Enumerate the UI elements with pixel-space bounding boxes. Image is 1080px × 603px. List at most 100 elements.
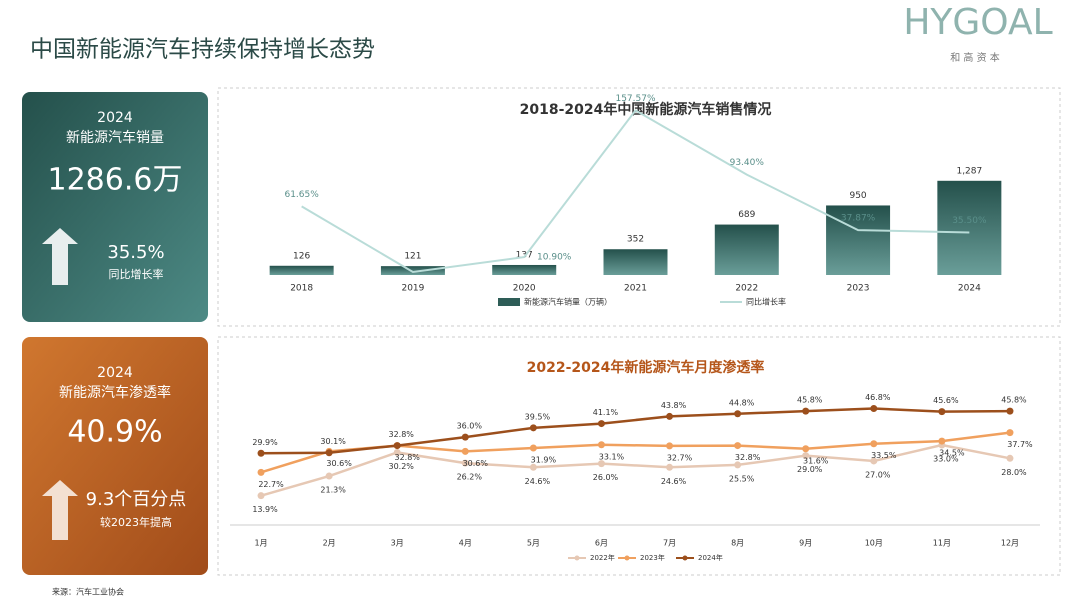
data-label: 37.7% [1007, 440, 1033, 449]
source: 来源：汽车工业协会 [52, 587, 124, 597]
data-label: 32.8% [388, 430, 414, 439]
x-tick-label: 3月 [391, 539, 404, 548]
x-tick-label: 10月 [865, 539, 883, 548]
data-label: 45.6% [933, 396, 959, 405]
card-delta-label: 同比增长率 [109, 267, 164, 281]
data-label: 31.9% [531, 455, 557, 464]
data-label: 44.8% [729, 398, 755, 407]
data-label: 25.5% [729, 474, 755, 483]
data-label: 29.9% [252, 438, 278, 447]
legend-swatch [624, 555, 630, 561]
data-label: 26.2% [457, 473, 483, 482]
card-delta: 35.5% [107, 242, 164, 263]
data-label: 33.5% [871, 451, 897, 460]
chart-title: 2022-2024年新能源汽车月度渗透率 [527, 359, 765, 376]
legend-label: 2023年 [640, 553, 665, 562]
data-label: 30.6% [326, 459, 352, 468]
data-label: 21.3% [320, 486, 346, 495]
line [260, 443, 1011, 497]
data-label: 352 [627, 235, 644, 245]
data-label: 1,287 [956, 166, 982, 176]
data-label: 61.65% [284, 190, 319, 200]
card-label: 新能源汽车渗透率 [59, 384, 171, 401]
card-delta: 9.3个百分点 [86, 489, 187, 510]
point [870, 457, 878, 465]
point [597, 460, 605, 468]
legend-label: 2024年 [698, 553, 723, 562]
logo: HYGOAL [903, 2, 1052, 43]
data-label: 35.50% [952, 216, 987, 226]
point [802, 445, 810, 453]
card-year: 2024 [97, 365, 133, 381]
point [666, 442, 674, 450]
legend-swatch [498, 298, 520, 306]
data-label: 24.6% [525, 477, 551, 486]
point [325, 449, 333, 457]
point [461, 447, 469, 455]
x-tick-label: 12月 [1001, 539, 1019, 548]
x-tick-label: 1月 [254, 539, 267, 548]
x-tick-label: 2024 [958, 284, 981, 294]
point [802, 407, 810, 415]
point [597, 441, 605, 449]
bar [269, 265, 334, 275]
point [666, 463, 674, 471]
data-label: 30.2% [388, 462, 414, 471]
page-title: 中国新能源汽车持续保持增长态势 [30, 37, 375, 63]
kpi-card [22, 92, 208, 322]
bar [714, 224, 779, 275]
data-label: 37.87% [841, 214, 876, 224]
data-label: 32.8% [394, 453, 420, 462]
arrow-icon [42, 480, 78, 540]
point [461, 433, 469, 441]
data-label: 29.0% [797, 465, 823, 474]
x-tick-label: 8月 [731, 539, 744, 548]
logo-sub: 和 高 资 本 [950, 51, 1000, 64]
point [257, 492, 265, 500]
point [529, 444, 537, 452]
data-label: 950 [849, 191, 866, 201]
data-label: 31.6% [803, 456, 829, 465]
data-label: 126 [293, 251, 310, 261]
data-label: 41.1% [593, 408, 619, 417]
panel [217, 336, 1061, 576]
data-label: 28.0% [1001, 468, 1027, 477]
data-label: 689 [738, 210, 755, 220]
data-label: 33.0% [933, 455, 959, 464]
point [734, 442, 742, 450]
x-tick-label: 2月 [323, 539, 336, 548]
card-value: 1286.6万 [48, 163, 183, 198]
x-tick-label: 7月 [663, 539, 676, 548]
point [597, 420, 605, 428]
data-label: 30.1% [320, 437, 346, 446]
bar [380, 266, 445, 275]
data-label: 26.0% [593, 473, 619, 482]
bar [826, 205, 891, 275]
data-label: 45.8% [1001, 396, 1027, 405]
data-label: 93.40% [730, 158, 765, 168]
line [261, 407, 1010, 455]
point [802, 452, 810, 460]
point [938, 437, 946, 445]
x-tick-label: 2018 [290, 284, 313, 294]
x-tick-label: 2019 [401, 284, 424, 294]
point [529, 424, 537, 432]
data-label: 121 [404, 252, 421, 262]
data-label: 24.6% [661, 477, 687, 486]
x-tick-label: 9月 [799, 539, 812, 548]
legend-label: 新能源汽车销量（万辆） [524, 297, 612, 307]
point [1006, 407, 1014, 415]
point [393, 442, 401, 450]
point [734, 410, 742, 418]
data-label: 46.8% [865, 393, 891, 402]
point [938, 408, 946, 416]
point [461, 459, 469, 467]
data-label: 43.8% [661, 401, 687, 410]
x-tick-label: 2022 [735, 284, 758, 294]
data-label: 22.7% [258, 480, 284, 489]
legend-label: 2022年 [590, 553, 615, 562]
card-year: 2024 [97, 110, 133, 126]
bar [603, 249, 668, 275]
data-label: 34.5% [939, 449, 965, 458]
data-label: 33.1% [599, 452, 625, 461]
